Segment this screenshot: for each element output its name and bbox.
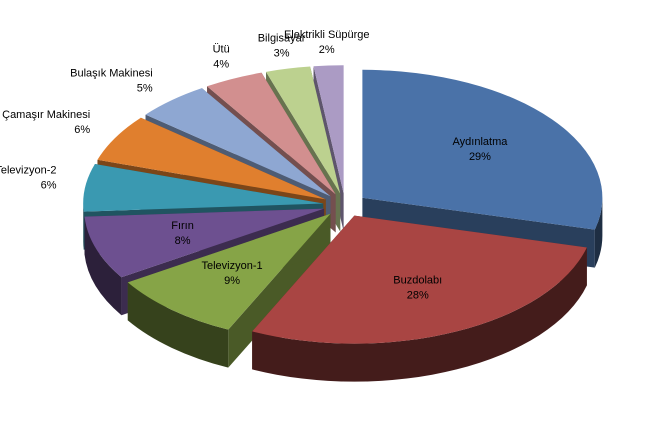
slice-label: Televizyon-1 bbox=[201, 260, 262, 272]
slice bbox=[127, 213, 331, 330]
slice-label: Fırın bbox=[171, 220, 194, 232]
slice-label: Buzdolabı bbox=[393, 274, 442, 286]
slice-label: Çamaşır Makinesi bbox=[2, 109, 90, 121]
slice-value: 9% bbox=[224, 275, 240, 287]
slice-wall bbox=[594, 197, 603, 268]
slice-label: Aydınlatma bbox=[453, 136, 509, 148]
slice-value: 3% bbox=[274, 48, 290, 60]
slice-wall bbox=[127, 282, 229, 368]
slice bbox=[97, 117, 326, 200]
slice-wall bbox=[84, 216, 122, 316]
slice-value: 2% bbox=[319, 44, 335, 56]
slice-value: 8% bbox=[175, 235, 191, 247]
slice-wall bbox=[252, 247, 587, 382]
slice-value: 28% bbox=[407, 289, 429, 301]
slice bbox=[252, 215, 587, 344]
slice bbox=[84, 208, 325, 278]
slice bbox=[207, 72, 336, 195]
slice bbox=[313, 65, 344, 194]
slice-label: Bilgisayar bbox=[258, 33, 306, 45]
slice-value: 6% bbox=[74, 124, 90, 136]
slice-label: Bulaşık Makinesi bbox=[70, 68, 153, 80]
slice bbox=[145, 88, 331, 197]
slice-value: 29% bbox=[469, 151, 491, 163]
slice-value: 6% bbox=[41, 179, 57, 191]
slice-label: Televizyon-2 bbox=[0, 164, 56, 176]
slice bbox=[83, 163, 324, 212]
slice-value: 4% bbox=[213, 59, 229, 71]
slice bbox=[362, 69, 603, 230]
slice-label: Elektrikli Süpürge bbox=[284, 29, 370, 41]
slice-value: 5% bbox=[137, 83, 153, 95]
slice-label: Ütü bbox=[213, 44, 230, 56]
slice bbox=[266, 66, 341, 194]
